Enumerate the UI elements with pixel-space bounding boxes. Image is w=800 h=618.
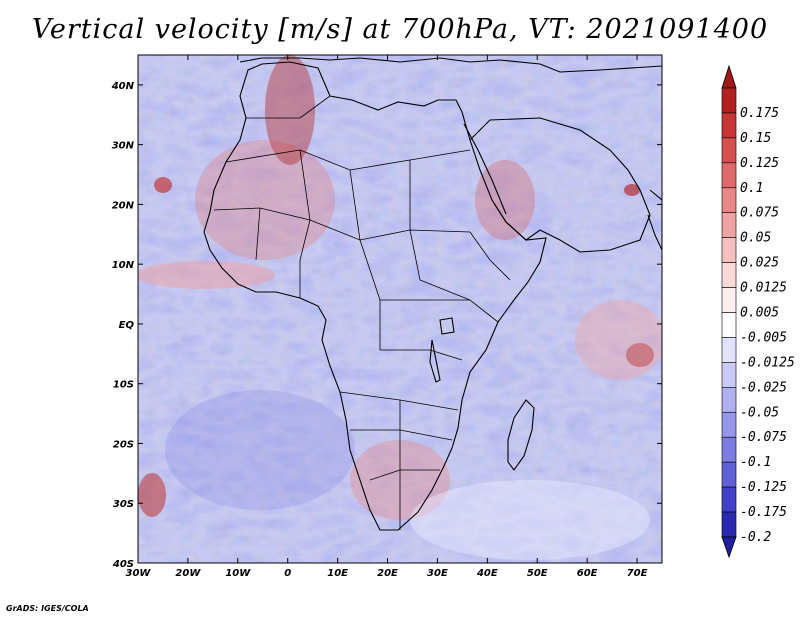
lake-tanganyika (429, 339, 441, 383)
axes: 30W 20W 10W 0 10E 20E 30E 40E 50E 60E 70E 40N 30N 20… (111, 54, 663, 579)
colorbar-swatch (721, 362, 737, 388)
colorbar: 0.175 0.15 0.125 0.1 0.075 0.05 0.025 0.0125 0.0… (721, 64, 795, 559)
colorbar-swatch (721, 436, 737, 463)
colorbar-swatch (721, 312, 737, 338)
colorbar-label: -0.1 (740, 455, 771, 470)
uplift-spot-sw-corner (138, 473, 166, 517)
colorbar-label: 0.15 (740, 131, 771, 146)
y-tick-label: 40S (112, 559, 134, 570)
subsidence-south-atlantic (165, 390, 355, 510)
x-tick-label: 10W (225, 568, 251, 579)
y-axis-ticks: 40N 30N 20N 10N EQ 10S 20S 30S 40S (111, 81, 662, 570)
x-tick-label: 30E (427, 568, 448, 579)
x-tick-label: 60E (577, 568, 598, 579)
colorbar-label: 0.075 (740, 206, 779, 221)
colorbar-swatch (721, 162, 737, 189)
colorbar-swatch (721, 87, 737, 114)
colorbar-label: -0.025 (740, 380, 787, 395)
uplift-region-west-africa (195, 140, 335, 260)
coastlines (203, 57, 662, 531)
y-tick-label: 20N (112, 200, 135, 211)
colorbar-swatch (721, 287, 737, 313)
colorbar-label: 0.005 (740, 306, 779, 321)
colorbar-swatch (721, 137, 737, 164)
x-tick-label: 40E (476, 568, 498, 579)
colorbar-label: -0.005 (740, 330, 787, 345)
europe-coastline (239, 57, 662, 73)
uplift-spot-atlantic (154, 177, 172, 193)
colorbar-label: 0.1 (740, 181, 763, 196)
colorbar-label: 0.125 (740, 156, 779, 171)
uplift-spot-gulf (624, 184, 640, 196)
uplift-spot-arabian-sea (626, 343, 654, 367)
colorbar-min-arrow (721, 536, 737, 559)
y-tick-label: 20S (113, 439, 134, 450)
y-tick-label: 30N (112, 141, 135, 152)
red-sea (463, 123, 507, 215)
colorbar-swatch (721, 337, 737, 363)
x-tick-label: 30W (126, 568, 152, 579)
y-tick-label: 40N (111, 81, 135, 92)
velocity-field (138, 55, 662, 563)
colorbar-label: -0.05 (740, 405, 779, 420)
uplift-region-indian-ocean (575, 300, 662, 380)
uplift-region-horn (475, 160, 535, 240)
uplift-region-atlas (265, 55, 315, 165)
colorbar-label: 0.05 (740, 231, 771, 246)
uplift-region-itcz (138, 261, 275, 289)
colorbar-swatch (721, 411, 737, 438)
y-tick-label: EQ (119, 320, 135, 331)
madagascar-coastline (507, 399, 535, 471)
map-title: Vertical velocity [m/s] at 700hPa, VT: 2… (31, 14, 769, 45)
y-tick-label: 10S (113, 380, 134, 391)
colorbar-label: 0.0125 (740, 281, 787, 296)
colorbar-label: -0.2 (740, 530, 771, 545)
colorbar-swatch (721, 387, 737, 413)
colorbar-swatch (721, 237, 737, 263)
india-coastline (647, 189, 662, 251)
colorbar-label: -0.125 (740, 480, 787, 495)
subsidence-south-indian (410, 480, 650, 560)
colorbar-label: 0.175 (740, 106, 779, 121)
y-tick-label: 10N (112, 260, 135, 271)
colorbar-label: -0.0125 (740, 355, 795, 370)
colorbar-swatch (721, 511, 737, 538)
colorbar-swatch (721, 262, 737, 288)
colorbar-label: -0.175 (740, 505, 787, 520)
colorbar-swatch (721, 461, 737, 488)
arabia-coastline (469, 117, 651, 253)
colorbar-swatch (721, 486, 737, 513)
colorbar-label: -0.075 (740, 430, 787, 445)
lake-victoria (439, 317, 455, 335)
x-tick-label: 50E (527, 568, 548, 579)
x-tick-label: 10E (327, 568, 348, 579)
colorbar-label: 0.025 (740, 256, 779, 271)
colorbar-swatch (721, 187, 737, 214)
x-tick-label: 0 (284, 568, 291, 579)
colorbar-swatch (721, 112, 737, 139)
x-tick-label: 20E (377, 568, 398, 579)
x-axis-ticks: 30W 20W 10W 0 10E 20E 30E 40E 50E 60E 70E (126, 55, 648, 579)
grads-credit: GrADS: IGES/COLA (6, 604, 89, 613)
africa-coastline (203, 61, 547, 531)
country-borders (213, 95, 511, 530)
y-tick-label: 30S (113, 499, 134, 510)
colorbar-max-arrow (721, 64, 737, 89)
colorbar-swatch (721, 212, 737, 238)
x-tick-label: 70E (627, 568, 648, 579)
x-tick-label: 20W (175, 568, 201, 579)
